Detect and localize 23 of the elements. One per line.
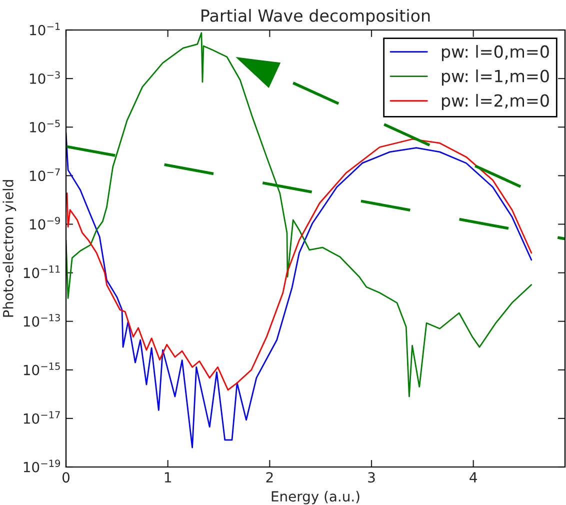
y-axis-title: Photo-electron yield: [2, 180, 16, 317]
y-tick-label: 10$^{−15}$: [24, 362, 60, 376]
y-tick-label: 10$^{−7}$: [30, 168, 60, 182]
y-tick-label: 10$^{−19}$: [24, 460, 60, 472]
x-axis-title: Energy (a.u.): [272, 490, 360, 504]
legend-label: pw: l=1,m=0: [442, 69, 549, 86]
chart-title: Partial Wave decomposition: [202, 9, 430, 26]
x-tick-label: 4: [470, 472, 477, 482]
legend-label: pw: l=2,m=0: [442, 94, 549, 110]
y-tick-label: 10$^{−3}$: [30, 71, 60, 84]
x-tick-label: 1: [164, 472, 171, 482]
x-tick-label: 0: [62, 472, 70, 483]
x-tick-label: 3: [368, 472, 375, 483]
line-series: [66, 132, 532, 448]
y-tick-label: 10$^{−13}$: [24, 314, 60, 327]
y-tick-label: 10$^{−9}$: [30, 216, 60, 230]
y-tick-label: 10$^{−17}$: [24, 411, 60, 424]
legend-label: pw: l=0,m=0: [442, 45, 549, 62]
y-tick-label: 10$^{−1}$: [30, 22, 60, 36]
x-tick-label: 2: [266, 472, 273, 482]
line-series: [66, 138, 532, 391]
y-tick-label: 10$^{−5}$: [30, 120, 60, 132]
y-tick-label: 10$^{−11}$: [24, 266, 60, 278]
